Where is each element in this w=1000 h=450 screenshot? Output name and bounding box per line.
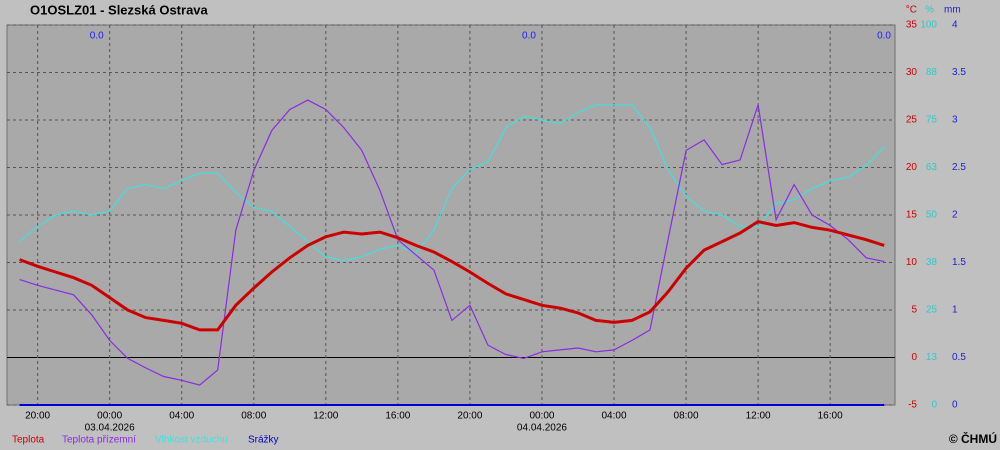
y3-tick-label: 0.5 <box>952 352 966 363</box>
y3-tick-label: 3.5 <box>952 67 966 78</box>
precip-total: 0.0 <box>877 31 891 42</box>
y-tick-label: 30 <box>906 67 918 78</box>
x-tick-label: 20:00 <box>25 411 50 422</box>
x-tick-label: 08:00 <box>241 411 266 422</box>
legend-entry: Vlhkost vzduchu <box>155 435 228 446</box>
series-line <box>19 99 885 386</box>
y3-tick-label: 1 <box>952 305 958 316</box>
y-tick-label: -5 <box>908 400 917 411</box>
y2-tick-label: 63 <box>926 162 938 173</box>
y2-tick-label: 75 <box>926 115 938 126</box>
x-tick-label: 20:00 <box>457 411 482 422</box>
y2-tick-label: 25 <box>926 305 938 316</box>
chart-title: O1OSLZ01 - Slezská Ostrava <box>30 2 209 17</box>
y2-tick-label: 100 <box>920 20 937 31</box>
series-line <box>19 220 885 332</box>
y3-unit: mm <box>944 5 961 16</box>
y3-tick-label: 2 <box>952 210 958 221</box>
y-tick-label: 10 <box>906 257 918 268</box>
series-line <box>19 104 885 262</box>
y2-unit: % <box>925 5 934 16</box>
y-tick-label: 15 <box>906 210 918 221</box>
legend-entry: Teplota <box>12 435 45 446</box>
legend-entry: Teplota přízemní <box>62 435 136 446</box>
y2-tick-label: 0 <box>931 400 937 411</box>
y3-tick-label: 4 <box>952 20 958 31</box>
y3-tick-label: 1.5 <box>952 257 966 268</box>
y-tick-label: 5 <box>911 305 917 316</box>
y-unit: °C <box>906 5 917 16</box>
x-tick-label: 16:00 <box>385 411 410 422</box>
y2-tick-label: 88 <box>926 67 938 78</box>
y2-tick-label: 38 <box>926 257 938 268</box>
x-tick-label: 08:00 <box>674 411 699 422</box>
x-date-label: 03.04.2026 <box>85 423 135 434</box>
precip-total: 0.0 <box>90 31 104 42</box>
y-tick-label: 25 <box>906 115 918 126</box>
y3-tick-label: 0 <box>952 400 958 411</box>
y3-tick-label: 3 <box>952 115 958 126</box>
credit: © ČHMÚ <box>949 431 997 446</box>
y3-tick-label: 2.5 <box>952 162 966 173</box>
legend-entry: Srážky <box>248 435 279 446</box>
y2-tick-label: 13 <box>926 352 938 363</box>
y2-tick-label: 50 <box>926 210 938 221</box>
y-tick-label: 0 <box>911 352 917 363</box>
x-date-label: 04.04.2026 <box>517 423 567 434</box>
x-tick-label: 04:00 <box>169 411 194 422</box>
precip-total: 0.0 <box>522 31 536 42</box>
x-tick-label: 00:00 <box>97 411 122 422</box>
x-tick-label: 00:00 <box>529 411 554 422</box>
x-tick-label: 04:00 <box>601 411 626 422</box>
y-tick-label: 20 <box>906 162 918 173</box>
y-tick-label: 35 <box>906 20 918 31</box>
x-tick-label: 16:00 <box>818 411 843 422</box>
x-tick-label: 12:00 <box>313 411 338 422</box>
x-tick-label: 12:00 <box>746 411 771 422</box>
